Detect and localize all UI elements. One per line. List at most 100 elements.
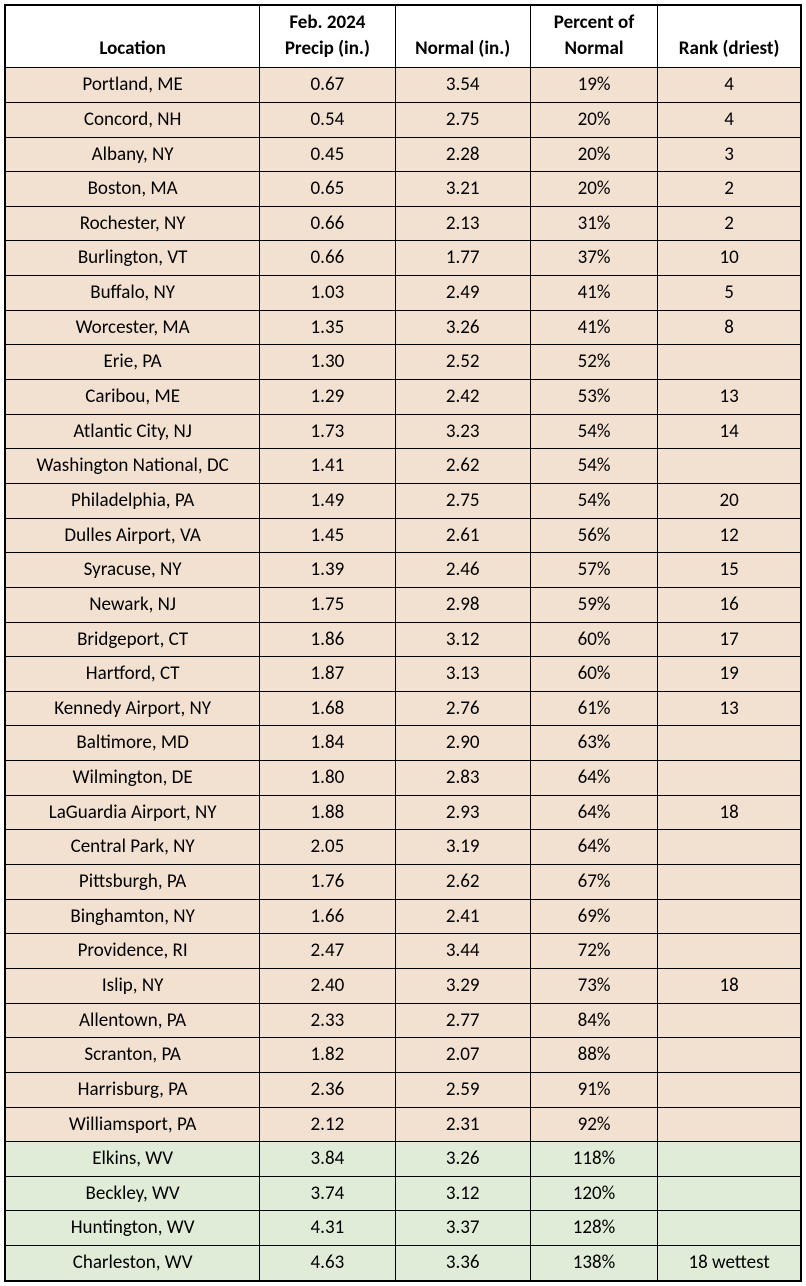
table-row: Central Park, NY2.053.1964% [5, 830, 801, 865]
table-row: Allentown, PA2.332.7784% [5, 1003, 801, 1038]
cell-rank [658, 1211, 801, 1246]
cell-location: Caribou, ME [5, 380, 260, 415]
cell-rank: 18 wettest [658, 1246, 801, 1281]
cell-rank [658, 1142, 801, 1177]
cell-normal: 3.12 [395, 622, 530, 657]
cell-location: Harrisburg, PA [5, 1072, 260, 1107]
table-row: Kennedy Airport, NY1.682.7661%13 [5, 691, 801, 726]
cell-precip: 2.36 [260, 1072, 395, 1107]
cell-normal: 2.62 [395, 449, 530, 484]
cell-location: Atlantic City, NJ [5, 414, 260, 449]
cell-precip: 2.05 [260, 830, 395, 865]
cell-location: Allentown, PA [5, 1003, 260, 1038]
cell-precip: 1.73 [260, 414, 395, 449]
cell-rank: 13 [658, 380, 801, 415]
cell-normal: 2.75 [395, 483, 530, 518]
cell-rank: 18 [658, 968, 801, 1003]
cell-normal: 2.07 [395, 1038, 530, 1073]
cell-percent: 64% [530, 830, 657, 865]
table-row: Burlington, VT0.661.7737%10 [5, 241, 801, 276]
cell-normal: 3.36 [395, 1246, 530, 1281]
cell-location: Washington National, DC [5, 449, 260, 484]
cell-rank: 2 [658, 172, 801, 207]
cell-rank: 18 [658, 795, 801, 830]
cell-location: LaGuardia Airport, NY [5, 795, 260, 830]
cell-percent: 53% [530, 380, 657, 415]
cell-precip: 2.33 [260, 1003, 395, 1038]
cell-location: Concord, NH [5, 102, 260, 137]
cell-percent: 56% [530, 518, 657, 553]
table-row: Scranton, PA1.822.0788% [5, 1038, 801, 1073]
cell-location: Erie, PA [5, 345, 260, 380]
table-row: Islip, NY2.403.2973%18 [5, 968, 801, 1003]
cell-location: Providence, RI [5, 934, 260, 969]
cell-location: Buffalo, NY [5, 276, 260, 311]
cell-normal: 3.26 [395, 310, 530, 345]
cell-percent: 60% [530, 622, 657, 657]
cell-percent: 72% [530, 934, 657, 969]
cell-normal: 2.77 [395, 1003, 530, 1038]
cell-precip: 1.86 [260, 622, 395, 657]
cell-normal: 2.61 [395, 518, 530, 553]
cell-normal: 3.23 [395, 414, 530, 449]
header-percent: Percent of Normal [530, 5, 657, 68]
cell-location: Portland, ME [5, 68, 260, 103]
cell-percent: 19% [530, 68, 657, 103]
cell-percent: 118% [530, 1142, 657, 1177]
table-row: Binghamton, NY1.662.4169% [5, 899, 801, 934]
cell-location: Huntington, WV [5, 1211, 260, 1246]
cell-percent: 41% [530, 276, 657, 311]
cell-normal: 2.28 [395, 137, 530, 172]
cell-percent: 37% [530, 241, 657, 276]
cell-percent: 64% [530, 761, 657, 796]
cell-location: Worcester, MA [5, 310, 260, 345]
table-row: LaGuardia Airport, NY1.882.9364%18 [5, 795, 801, 830]
header-location: Location [5, 5, 260, 68]
cell-normal: 3.19 [395, 830, 530, 865]
cell-percent: 59% [530, 587, 657, 622]
cell-precip: 2.12 [260, 1107, 395, 1142]
cell-rank [658, 449, 801, 484]
cell-precip: 1.49 [260, 483, 395, 518]
cell-percent: 69% [530, 899, 657, 934]
cell-normal: 2.62 [395, 865, 530, 900]
cell-percent: 54% [530, 414, 657, 449]
table-row: Huntington, WV4.313.37128% [5, 1211, 801, 1246]
cell-rank: 10 [658, 241, 801, 276]
cell-location: Baltimore, MD [5, 726, 260, 761]
cell-normal: 2.49 [395, 276, 530, 311]
cell-precip: 1.80 [260, 761, 395, 796]
cell-rank [658, 1072, 801, 1107]
cell-location: Wilmington, DE [5, 761, 260, 796]
cell-normal: 3.26 [395, 1142, 530, 1177]
cell-location: Elkins, WV [5, 1142, 260, 1177]
cell-normal: 2.98 [395, 587, 530, 622]
cell-location: Binghamton, NY [5, 899, 260, 934]
header-normal: Normal (in.) [395, 5, 530, 68]
cell-rank: 2 [658, 206, 801, 241]
cell-percent: 91% [530, 1072, 657, 1107]
cell-rank [658, 934, 801, 969]
cell-location: Scranton, PA [5, 1038, 260, 1073]
table-row: Pittsburgh, PA1.762.6267% [5, 865, 801, 900]
cell-precip: 1.03 [260, 276, 395, 311]
cell-normal: 1.77 [395, 241, 530, 276]
table-row: Wilmington, DE1.802.8364% [5, 761, 801, 796]
cell-normal: 3.44 [395, 934, 530, 969]
cell-location: Philadelphia, PA [5, 483, 260, 518]
cell-rank: 5 [658, 276, 801, 311]
cell-precip: 1.88 [260, 795, 395, 830]
cell-percent: 57% [530, 553, 657, 588]
table-row: Buffalo, NY1.032.4941%5 [5, 276, 801, 311]
cell-normal: 2.13 [395, 206, 530, 241]
cell-normal: 3.54 [395, 68, 530, 103]
cell-rank [658, 899, 801, 934]
cell-location: Hartford, CT [5, 657, 260, 692]
table-row: Williamsport, PA2.122.3192% [5, 1107, 801, 1142]
table-row: Hartford, CT1.873.1360%19 [5, 657, 801, 692]
cell-normal: 2.83 [395, 761, 530, 796]
cell-location: Boston, MA [5, 172, 260, 207]
cell-precip: 0.65 [260, 172, 395, 207]
cell-precip: 1.66 [260, 899, 395, 934]
cell-percent: 61% [530, 691, 657, 726]
